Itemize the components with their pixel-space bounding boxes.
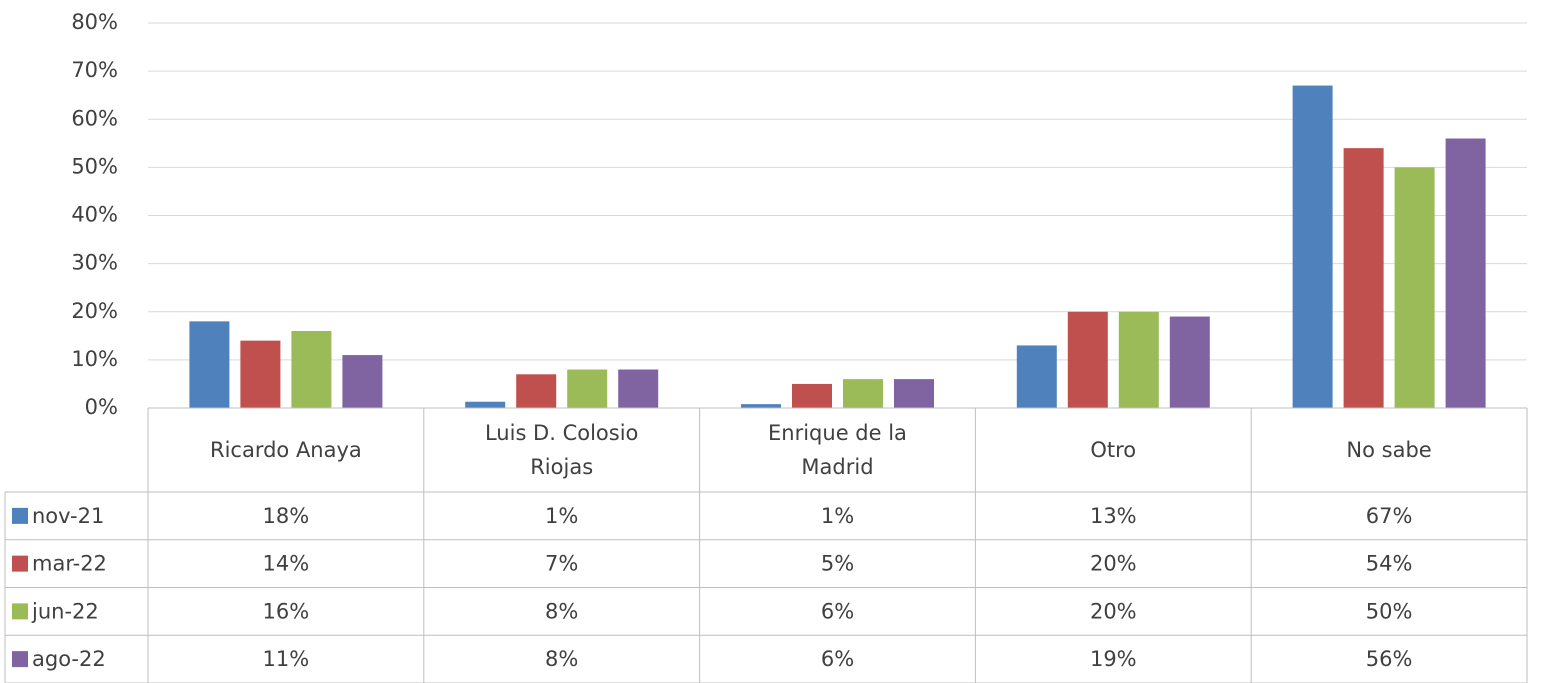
y-tick-label: 0% bbox=[85, 395, 118, 419]
y-tick-label: 60% bbox=[71, 106, 118, 130]
category-label: Otro bbox=[975, 408, 1251, 492]
y-tick-label: 50% bbox=[71, 154, 118, 178]
bar bbox=[516, 374, 557, 408]
bar bbox=[843, 379, 883, 408]
category-text: Otro bbox=[1090, 438, 1137, 462]
bar bbox=[189, 321, 230, 408]
category-label: Enrique de la Madrid bbox=[700, 408, 976, 492]
value-label: 7% bbox=[545, 552, 578, 576]
bar bbox=[1292, 85, 1333, 408]
y-tick-label: 10% bbox=[71, 347, 118, 371]
bar bbox=[465, 401, 506, 408]
legend-label: ago-22 bbox=[32, 647, 106, 671]
bar bbox=[342, 355, 383, 408]
legend-swatch bbox=[12, 603, 28, 620]
bar bbox=[1016, 345, 1057, 408]
category-label: Luis D. Colosio Riojas bbox=[424, 408, 700, 492]
category-text: No sabe bbox=[1346, 438, 1432, 462]
bar bbox=[741, 404, 781, 408]
legend-label: jun-22 bbox=[31, 599, 99, 623]
category-text: Luis D. Colosio Riojas bbox=[484, 421, 639, 479]
value-label: 20% bbox=[1090, 552, 1137, 576]
bar bbox=[1394, 167, 1435, 408]
y-tick-label: 40% bbox=[71, 203, 118, 227]
category-text: Ricardo Anaya bbox=[209, 438, 362, 462]
bar bbox=[1169, 316, 1210, 408]
value-label: 1% bbox=[821, 504, 854, 528]
value-label: 50% bbox=[1366, 599, 1413, 623]
legend-swatch bbox=[12, 555, 28, 572]
value-label: 18% bbox=[263, 504, 310, 528]
value-label: 6% bbox=[821, 599, 854, 623]
value-label: 19% bbox=[1090, 647, 1137, 671]
bar bbox=[618, 369, 659, 408]
value-label: 1% bbox=[545, 504, 578, 528]
value-label: 67% bbox=[1366, 504, 1413, 528]
category-label: No sabe bbox=[1251, 408, 1527, 492]
bar bbox=[1445, 138, 1486, 408]
legend-label: mar-22 bbox=[32, 552, 107, 576]
y-tick-label: 20% bbox=[71, 299, 118, 323]
bar bbox=[240, 340, 281, 408]
y-tick-label: 80% bbox=[71, 10, 118, 34]
value-label: 6% bbox=[821, 647, 854, 671]
category-label: Ricardo Anaya bbox=[148, 408, 424, 492]
legend-swatch bbox=[12, 507, 28, 524]
value-label: 11% bbox=[263, 647, 310, 671]
value-label: 8% bbox=[545, 647, 578, 671]
bar bbox=[894, 379, 934, 408]
bar bbox=[291, 331, 332, 408]
legend-swatch bbox=[12, 651, 28, 668]
value-label: 20% bbox=[1090, 599, 1137, 623]
legend-label: nov-21 bbox=[32, 504, 104, 528]
value-label: 16% bbox=[263, 599, 310, 623]
bar bbox=[567, 369, 608, 408]
value-label: 13% bbox=[1090, 504, 1137, 528]
value-label: 14% bbox=[263, 552, 310, 576]
bar bbox=[1118, 311, 1159, 408]
value-label: 5% bbox=[821, 552, 854, 576]
value-label: 54% bbox=[1366, 552, 1413, 576]
y-tick-label: 30% bbox=[71, 251, 118, 275]
category-text: Enrique de la Madrid bbox=[768, 421, 907, 479]
value-label: 8% bbox=[545, 599, 578, 623]
bar bbox=[792, 383, 832, 408]
bar bbox=[1067, 311, 1108, 408]
bar bbox=[1343, 148, 1384, 408]
value-label: 56% bbox=[1366, 647, 1413, 671]
y-tick-label: 70% bbox=[71, 58, 118, 82]
